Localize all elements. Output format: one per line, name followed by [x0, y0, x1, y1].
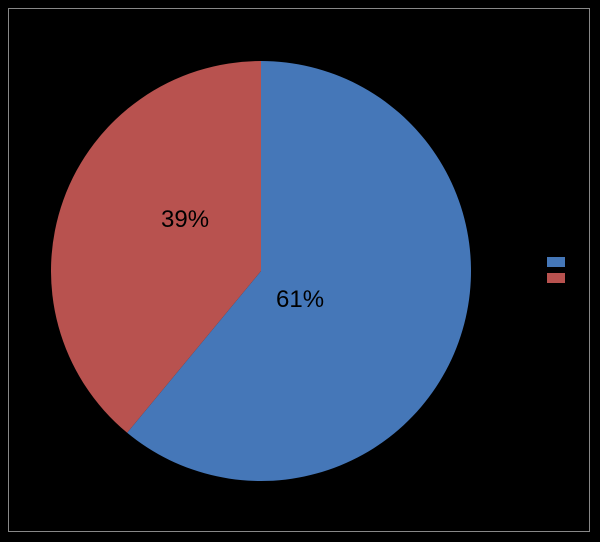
legend-swatch-2: [547, 273, 565, 283]
legend: [547, 257, 565, 283]
chart-frame: 61% 39%: [8, 8, 590, 532]
legend-swatch-1: [547, 257, 565, 267]
pie-wrap: 61% 39%: [51, 61, 471, 481]
legend-item-2: [547, 273, 565, 283]
pie-chart: 61% 39%: [9, 9, 589, 531]
legend-item-1: [547, 257, 565, 267]
pie-svg: [51, 61, 471, 481]
